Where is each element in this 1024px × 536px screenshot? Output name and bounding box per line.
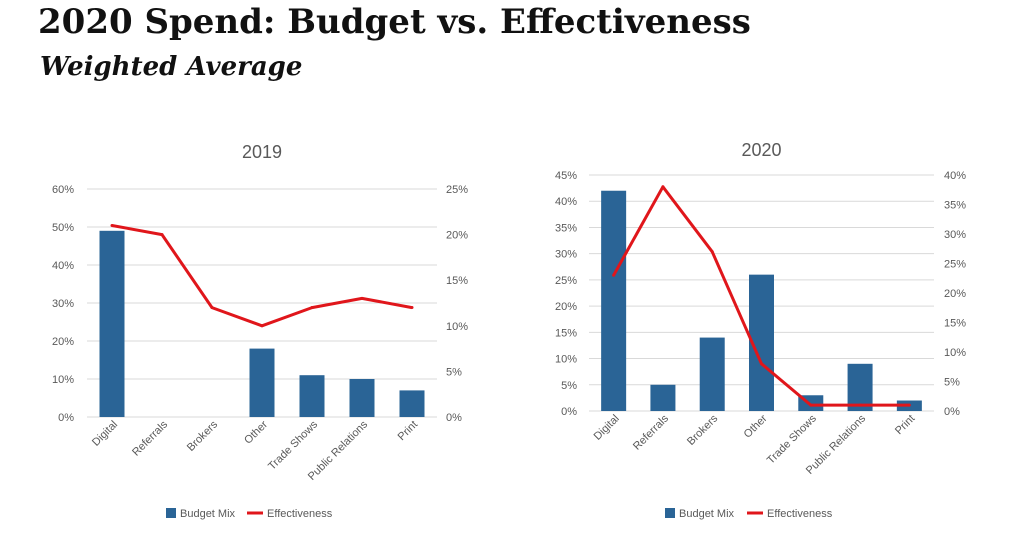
category-label: Other [242,418,270,446]
legend: Budget Mix Effectiveness [166,508,333,520]
left-tick-label: 40% [52,260,74,272]
effectiveness-point [360,296,364,300]
effectiveness-point [260,324,264,328]
left-tick-label: 30% [555,249,577,261]
chart-2020: 2020 0% 5% 10% 15% 20% 25% 30% 35% 40% 45% 0% 5% 10% 1… [555,140,966,520]
right-tick-label: 35% [944,200,966,212]
effectiveness-point [661,185,665,189]
effectiveness-point [310,306,314,310]
left-tick-label: 20% [555,301,577,313]
bar-brokers [699,337,725,411]
right-tick-label: 10% [446,321,468,333]
effectiveness-point [710,250,714,254]
effectiveness-point [110,223,114,227]
category-label: Digital [90,419,120,449]
right-tick-label: 15% [446,275,468,287]
page-title: 2020 Spend: Budget vs. Effectiveness [38,2,751,42]
legend-swatch-budget [665,508,675,518]
legend-label-effectiveness: Effectiveness [767,508,833,520]
right-tick-label: 10% [944,347,966,359]
left-tick-label: 60% [52,184,74,196]
legend-label-budget: Budget Mix [180,508,236,520]
category-label: Digital [592,413,622,443]
left-tick-label: 25% [555,275,577,287]
category-label: Print [396,419,420,443]
right-tick-label: 15% [944,318,966,330]
effectiveness-point [858,403,862,407]
left-tick-label: 45% [555,170,577,182]
left-tick-label: 30% [52,298,74,310]
right-tick-label: 5% [944,377,960,389]
bar-referrals [650,384,676,411]
right-tick-label: 0% [446,412,462,424]
bar-digital [601,190,627,411]
category-label: Trade Shows [765,412,819,466]
page-subtitle: Weighted Average [40,52,303,82]
right-tick-label: 30% [944,229,966,241]
effectiveness-line [111,224,413,328]
right-tick-label: 25% [944,259,966,271]
left-tick-label: 10% [52,374,74,386]
left-tick-label: 5% [561,380,577,392]
right-tick-label: 25% [446,184,468,196]
effectiveness-point [760,362,763,366]
left-tick-label: 0% [58,412,74,424]
effectiveness-point [410,306,414,310]
left-tick-label: 0% [561,406,577,418]
effectiveness-point [907,403,911,407]
left-tick-label: 10% [555,354,577,366]
chart-title: 2020 [741,140,781,160]
effectiveness-point [160,233,164,237]
right-tick-label: 0% [944,406,960,418]
category-label: Referrals [631,412,671,452]
category-label: Other [742,412,770,440]
category-label: Brokers [185,418,221,454]
chart-title: 2019 [242,142,282,162]
bar-public-relations [349,379,375,417]
legend-swatch-budget [166,508,176,518]
effectiveness-point [809,403,813,407]
right-tick-label: 20% [446,230,468,242]
legend-label-effectiveness: Effectiveness [267,508,333,520]
left-tick-label: 35% [555,222,577,234]
category-label: Referrals [130,418,170,458]
bar-other [249,348,275,417]
category-label: Print [893,413,917,437]
category-label: Trade Shows [266,418,320,472]
right-tick-label: 40% [944,170,966,182]
left-tick-label: 15% [555,327,577,339]
left-tick-label: 20% [52,336,74,348]
effectiveness-point [612,273,616,277]
category-label: Brokers [685,412,721,448]
bar-trade-shows [299,375,325,417]
left-tick-label: 40% [555,196,577,208]
legend: Budget Mix Effectiveness [665,508,833,520]
chart-2019: 2019 0% 10% 20% 30% 40% 50% 60% 0% 5% 10% 15% 20% 25%… [52,142,468,520]
legend-label-budget: Budget Mix [679,508,735,520]
left-tick-label: 50% [52,222,74,234]
bar-public-relations [847,363,873,411]
right-tick-label: 20% [944,288,966,300]
bar-digital [99,230,125,417]
effectiveness-point [210,306,214,310]
right-tick-label: 5% [446,366,462,378]
bar-print [399,390,425,417]
